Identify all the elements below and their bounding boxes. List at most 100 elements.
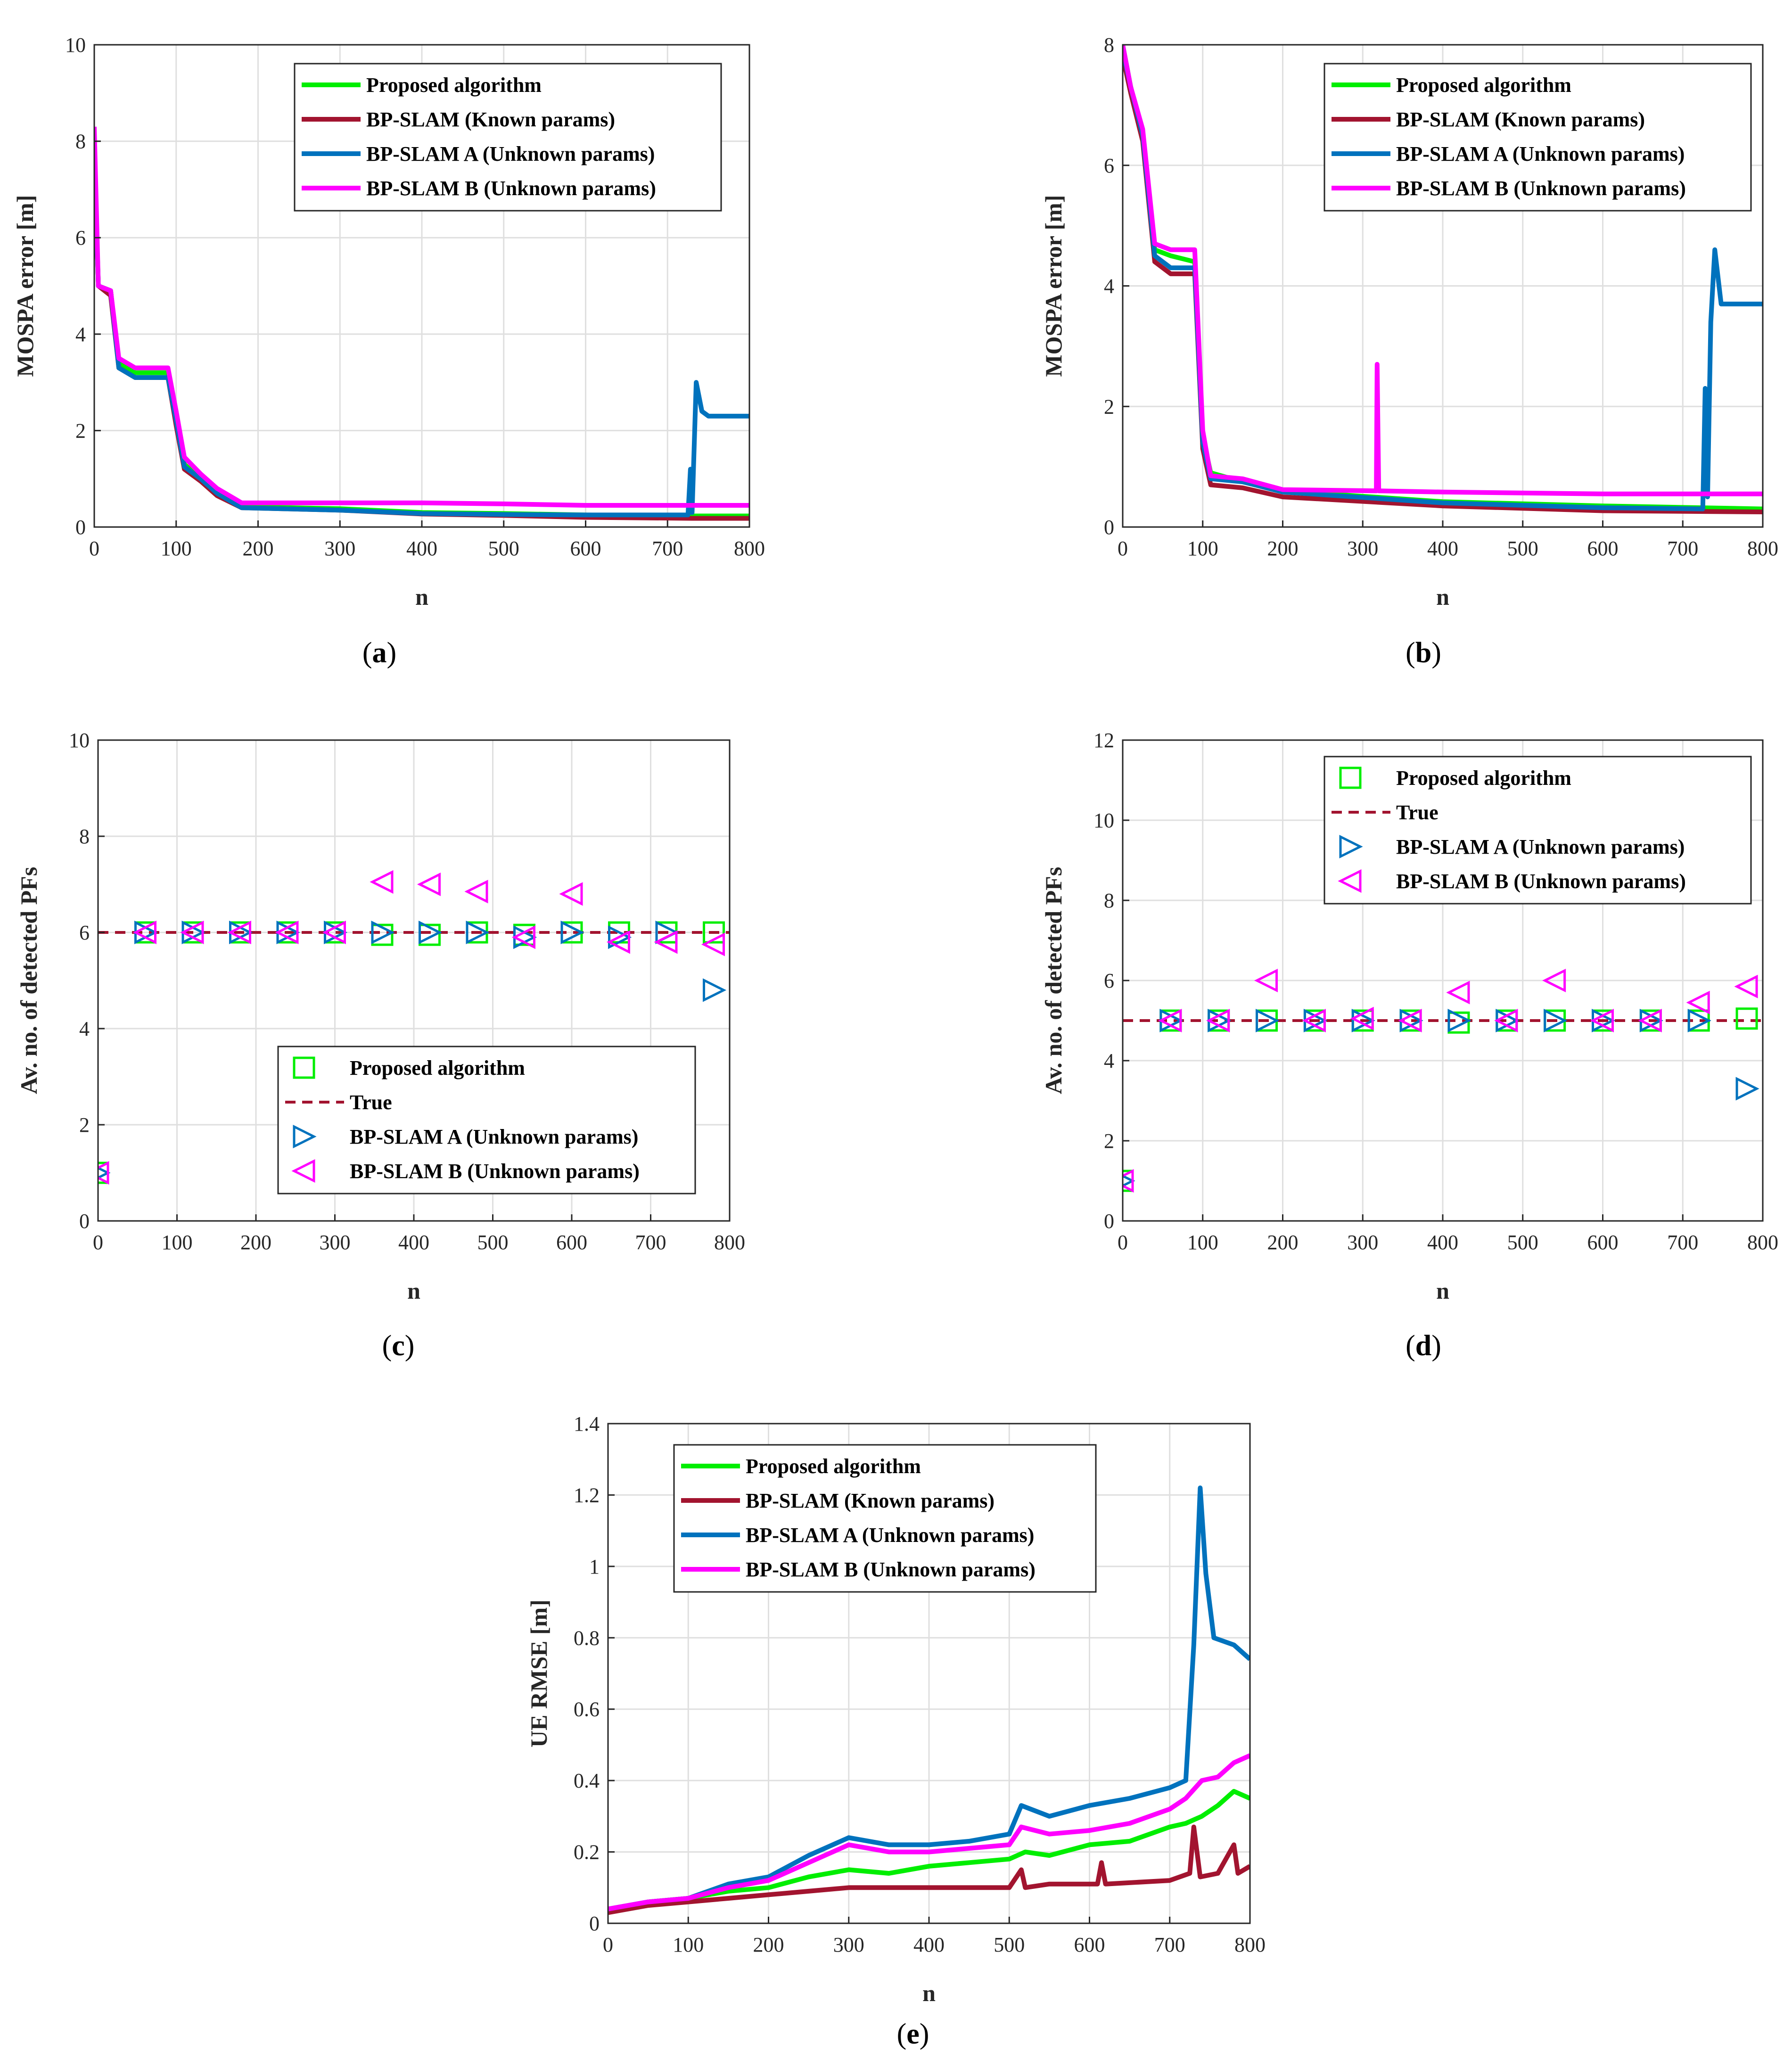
legend-label: True bbox=[350, 1091, 392, 1114]
y-tick-label: 8 bbox=[1104, 889, 1114, 912]
plot-marks bbox=[1123, 968, 1763, 1193]
legend-box bbox=[277, 1046, 696, 1195]
y-axis-label: MOSPA error [m] bbox=[12, 195, 38, 377]
x-tick-label: 700 bbox=[635, 1231, 666, 1254]
x-axis-label: n bbox=[407, 1277, 420, 1304]
chart-b: 0 100 200 300 400 500 600 700 800 0 2 4 6 8 n MOSPA err… bbox=[1040, 33, 1778, 669]
y-tick-label: 4 bbox=[1104, 1049, 1114, 1072]
legend-label: BP-SLAM B (Unknown params) bbox=[350, 1160, 640, 1183]
x-tick-label: 200 bbox=[240, 1231, 271, 1254]
data-point bbox=[1735, 1077, 1759, 1101]
data-point bbox=[98, 1161, 109, 1185]
y-tick-label: 0 bbox=[75, 516, 86, 539]
data-point bbox=[464, 880, 488, 904]
series-line-3 bbox=[94, 126, 749, 508]
x-tick-label: 700 bbox=[652, 537, 683, 560]
x-tick-label: 600 bbox=[1074, 1933, 1105, 1956]
x-axis-label: n bbox=[415, 584, 428, 610]
y-tick-label: 6 bbox=[1104, 969, 1114, 992]
data-point bbox=[370, 870, 394, 894]
x-tick-label: 300 bbox=[1347, 1231, 1378, 1254]
data-point bbox=[227, 920, 251, 945]
legend-marker bbox=[1338, 869, 1362, 893]
data-point bbox=[1447, 1008, 1471, 1033]
series-line-2 bbox=[1123, 50, 1763, 511]
series-line-3 bbox=[608, 1753, 1250, 1912]
x-tick-label: 200 bbox=[753, 1933, 784, 1956]
y-tick-label: 2 bbox=[1104, 1129, 1114, 1153]
data-point bbox=[1590, 1008, 1614, 1033]
x-tick-label: 500 bbox=[488, 537, 519, 560]
chart-c: 0 100 200 300 400 500 600 700 800 0 2 4 6 8 10 n Av. no.… bbox=[16, 729, 745, 1362]
legend-label: BP-SLAM A (Unknown params) bbox=[1396, 142, 1685, 165]
x-tick-label: 700 bbox=[1667, 1231, 1698, 1254]
y-tick-label: 1.4 bbox=[574, 1412, 600, 1435]
panel-caption: (d) bbox=[1406, 1330, 1441, 1362]
data-point bbox=[606, 930, 630, 954]
y-tick-label: 10 bbox=[65, 33, 86, 57]
x-tick-label: 200 bbox=[1267, 537, 1299, 560]
x-tick-label: 400 bbox=[1427, 537, 1458, 560]
y-tick-label: 1 bbox=[589, 1555, 600, 1578]
plot-marks bbox=[98, 870, 730, 1185]
legend-label: BP-SLAM (Known params) bbox=[1396, 108, 1645, 131]
data-point bbox=[417, 872, 441, 897]
data-point bbox=[1350, 1006, 1374, 1030]
x-tick-label: 500 bbox=[1507, 1231, 1538, 1254]
y-tick-label: 4 bbox=[75, 323, 86, 346]
legend-marker bbox=[1339, 766, 1362, 789]
series-line-2 bbox=[608, 1485, 1250, 1912]
y-tick-label: 2 bbox=[1104, 395, 1114, 418]
x-tick-label: 800 bbox=[714, 1231, 745, 1254]
x-tick-label: 600 bbox=[1587, 1231, 1619, 1254]
legend-label: BP-SLAM A (Unknown params) bbox=[366, 142, 655, 165]
legend: Proposed algorithm BP-SLAM (Known params)… bbox=[294, 63, 722, 212]
data-point bbox=[559, 882, 583, 906]
y-tick-label: 2 bbox=[75, 419, 86, 442]
y-tick-label: 0 bbox=[589, 1912, 600, 1935]
x-tick-label: 0 bbox=[93, 1231, 103, 1254]
legend-label: Proposed algorithm bbox=[1396, 74, 1571, 97]
legend-label: BP-SLAM B (Unknown params) bbox=[1396, 177, 1686, 200]
chart-e: 0 100 200 300 400 500 600 700 800 0 0.2 0.4 0.6 0.8 1 1… bbox=[526, 1412, 1266, 2050]
data-point bbox=[1542, 968, 1566, 993]
x-tick-label: 300 bbox=[324, 537, 355, 560]
legend-label: BP-SLAM A (Unknown params) bbox=[1396, 835, 1685, 858]
legend-label: BP-SLAM B (Unknown params) bbox=[1396, 870, 1686, 893]
data-point bbox=[419, 920, 443, 945]
y-tick-label: 0 bbox=[1104, 516, 1114, 539]
x-tick-label: 500 bbox=[1507, 537, 1538, 560]
y-tick-label: 6 bbox=[1104, 154, 1114, 177]
data-point bbox=[703, 978, 727, 1002]
series-line-0 bbox=[608, 1788, 1250, 1915]
legend-label: Proposed algorithm bbox=[746, 1455, 921, 1478]
data-point bbox=[371, 920, 395, 945]
data-point bbox=[1254, 968, 1278, 993]
y-tick-label: 4 bbox=[1104, 275, 1114, 298]
legend-box bbox=[294, 63, 722, 212]
data-point bbox=[701, 932, 725, 956]
data-point bbox=[275, 920, 299, 945]
y-tick-label: 0.2 bbox=[574, 1841, 600, 1864]
y-tick-label: 6 bbox=[75, 226, 86, 249]
chart-a: 0 100 200 300 400 500 600 700 800 0 2 4 6 8 10 n MOSPA e… bbox=[12, 33, 765, 669]
legend-box bbox=[1323, 63, 1752, 212]
legend: Proposed algorithm BP-SLAM (Known params)… bbox=[673, 1444, 1097, 1593]
data-point bbox=[703, 921, 725, 944]
x-tick-label: 600 bbox=[556, 1231, 587, 1254]
data-point bbox=[1398, 1008, 1422, 1033]
x-tick-label: 300 bbox=[833, 1933, 864, 1956]
y-tick-label: 8 bbox=[79, 825, 90, 848]
x-tick-label: 200 bbox=[1267, 1231, 1299, 1254]
legend-label: Proposed algorithm bbox=[1396, 766, 1571, 790]
x-tick-label: 600 bbox=[570, 537, 601, 560]
plot-marks bbox=[1123, 44, 1763, 514]
x-tick-label: 100 bbox=[161, 537, 192, 560]
legend-marker bbox=[293, 1056, 315, 1079]
data-point bbox=[1687, 1008, 1711, 1033]
x-tick-label: 100 bbox=[1187, 1231, 1218, 1254]
data-point bbox=[608, 925, 632, 949]
y-tick-label: 10 bbox=[1093, 809, 1114, 832]
x-tick-label: 800 bbox=[1747, 1231, 1778, 1254]
